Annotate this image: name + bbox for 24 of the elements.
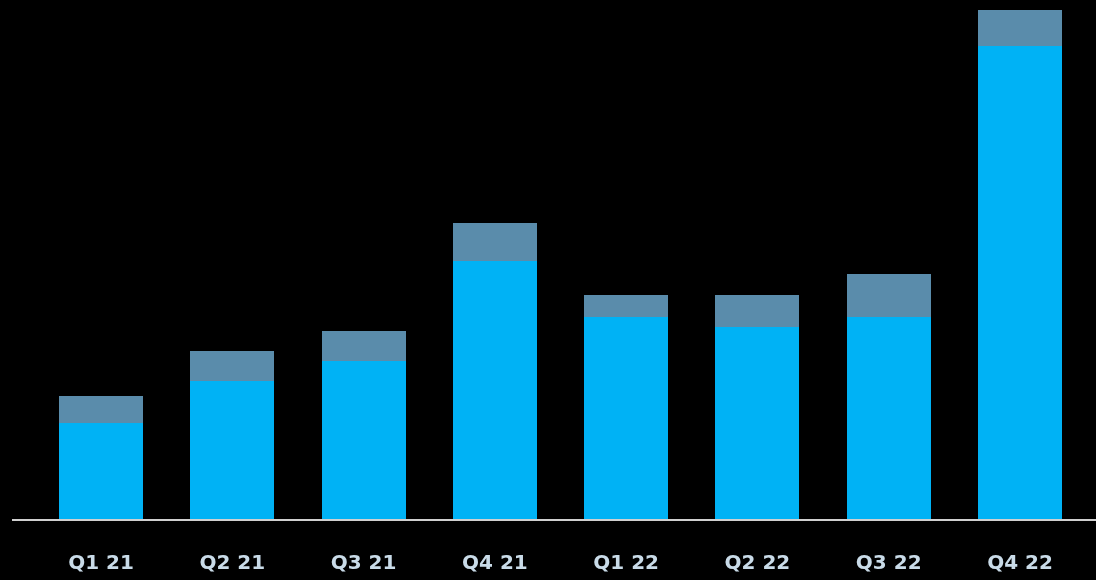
x-tick-label: Q1 22 xyxy=(593,550,659,574)
bar xyxy=(321,361,406,519)
bar xyxy=(977,10,1062,47)
bar xyxy=(452,260,537,519)
bar xyxy=(715,327,800,519)
bar xyxy=(715,295,800,328)
bar xyxy=(584,316,669,519)
x-tick-label: Q1 21 xyxy=(68,550,134,574)
bar xyxy=(190,351,275,382)
bar xyxy=(846,274,931,317)
bar xyxy=(846,316,931,519)
x-tick-label: Q3 21 xyxy=(330,550,397,574)
bar xyxy=(977,46,1062,519)
x-tick-label: Q4 21 xyxy=(462,550,528,574)
bar xyxy=(452,222,537,261)
x-tick-label: Q3 22 xyxy=(855,550,922,574)
bar xyxy=(59,422,144,519)
x-tick-label: Q2 21 xyxy=(199,550,266,574)
bar xyxy=(584,295,669,317)
bar xyxy=(321,331,406,362)
bar xyxy=(59,395,144,423)
x-tick-label: Q4 22 xyxy=(987,550,1053,574)
bar xyxy=(190,381,275,519)
x-tick-label: Q2 22 xyxy=(724,550,791,574)
